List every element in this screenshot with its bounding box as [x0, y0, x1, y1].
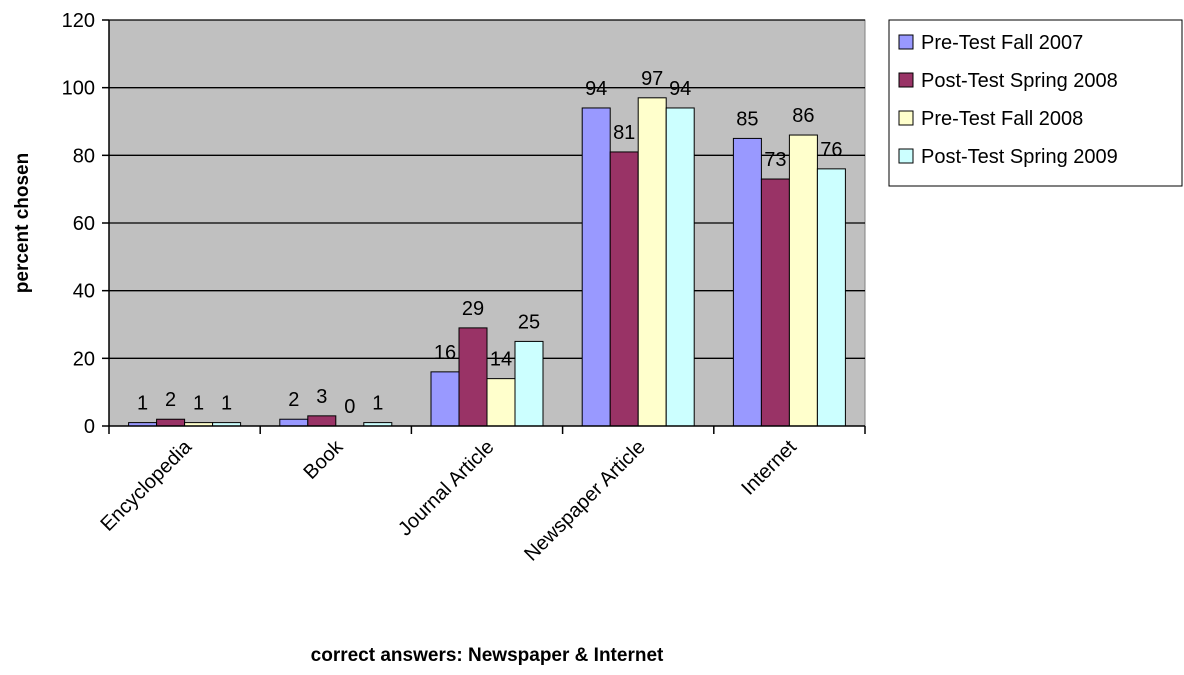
data-label: 14: [490, 349, 512, 371]
data-label: 2: [288, 389, 299, 411]
y-tick-label: 120: [62, 10, 95, 32]
bar: [637, 97, 667, 427]
x-tick-label: Encyclopedia: [96, 435, 196, 535]
bar: [486, 378, 516, 427]
legend-swatch: [898, 110, 914, 126]
y-tick-label: 0: [84, 416, 95, 438]
legend-label: Pre-Test Fall 2007: [921, 32, 1083, 54]
bar: [156, 418, 186, 427]
legend-swatch: [898, 72, 914, 88]
legend-swatch: [898, 148, 914, 164]
x-tick-label: Book: [300, 435, 348, 483]
bar: [760, 178, 790, 427]
y-tick-label: 40: [73, 281, 95, 303]
legend-label: Post-Test Spring 2009: [921, 146, 1118, 168]
data-label: 1: [372, 393, 383, 415]
data-label: 97: [641, 68, 663, 90]
bar: [816, 168, 846, 427]
y-tick-label: 100: [62, 78, 95, 100]
data-label: 1: [221, 393, 232, 415]
y-axis-title: percent chosen: [12, 153, 33, 293]
data-label: 1: [193, 393, 204, 415]
legend-swatch: [898, 34, 914, 50]
data-label: 86: [792, 105, 814, 127]
data-label: 16: [434, 342, 456, 364]
y-tick-labels: 0 20 40 60 80 100 120: [62, 10, 95, 438]
axes: [102, 19, 866, 434]
x-tick-label: Newspaper Article: [520, 436, 650, 566]
bar: [307, 415, 337, 427]
bar: [430, 371, 460, 427]
bars: [128, 97, 846, 427]
bar: [609, 151, 639, 427]
data-label: 94: [669, 78, 691, 100]
bar: [788, 134, 818, 427]
bar: [581, 107, 611, 427]
bar: [665, 107, 695, 427]
x-tick-label: Journal Article: [394, 436, 498, 540]
data-label: 85: [736, 108, 758, 130]
y-tick-label: 20: [73, 348, 95, 370]
data-label: 29: [462, 298, 484, 320]
data-label: 3: [316, 386, 327, 408]
data-label: 76: [820, 139, 842, 161]
data-label: 81: [613, 122, 635, 144]
bar: [514, 340, 544, 427]
legend: Pre-Test Fall 2007 Post-Test Spring 2008 P…: [888, 19, 1183, 187]
bar: [279, 418, 309, 427]
bar: [458, 327, 488, 427]
x-tick-labels: Encyclopedia Book Journal Article Newspaper…: [96, 435, 801, 565]
x-axis-title: correct answers: Newspaper & Internet: [311, 645, 664, 666]
data-label: 73: [764, 149, 786, 171]
data-label: 1: [137, 393, 148, 415]
legend-label: Pre-Test Fall 2008: [921, 108, 1083, 130]
y-tick-label: 80: [73, 145, 95, 167]
data-label: 25: [518, 311, 540, 333]
y-tick-label: 60: [73, 213, 95, 235]
data-label: 0: [344, 396, 355, 418]
legend-box: [888, 19, 1183, 187]
legend-label: Post-Test Spring 2008: [921, 70, 1118, 92]
x-tick-label: Internet: [737, 436, 801, 500]
data-label: 2: [165, 389, 176, 411]
data-label: 94: [585, 78, 607, 100]
bar: [732, 137, 762, 427]
